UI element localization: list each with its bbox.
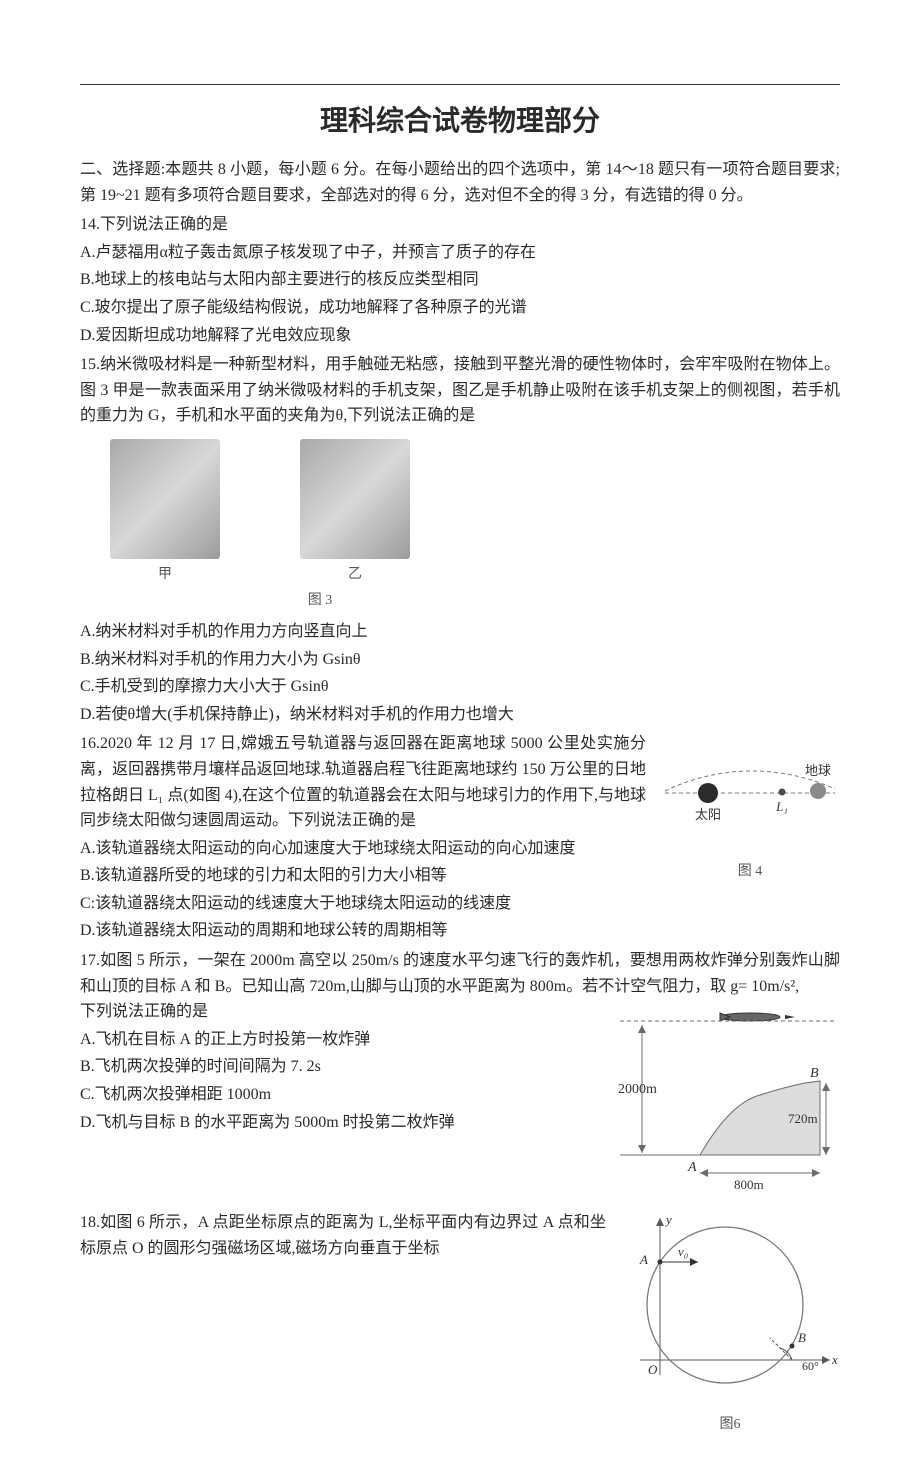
- q18-fig-caption: 图6: [620, 1413, 840, 1433]
- q15-stem: 15.纳米微吸材料是一种新型材料，用手触碰无粘感，接触到平整光滑的硬性物体时，会…: [80, 352, 840, 429]
- q14-opt-D: D.爱因斯坦成功地解释了光电效应现象: [80, 323, 840, 349]
- svg-text:O: O: [648, 1362, 658, 1377]
- q15-opt-C: C.手机受到的摩擦力大小大于 Gsinθ: [80, 674, 840, 700]
- height-label: 2000m: [618, 1082, 657, 1097]
- q14-opt-C: C.玻尔提出了原子能级结构假说，成功地解释了各种原子的光谱: [80, 295, 840, 321]
- svg-text:y: y: [664, 1212, 672, 1227]
- section-instructions: 二、选择题:本题共 8 小题，每小题 6 分。在每小题给出的四个选项中，第 14…: [80, 157, 840, 208]
- B-label: B: [810, 1066, 819, 1081]
- q15-fig-A-image: [110, 439, 220, 559]
- q14-opt-A: A.卢瑟福用α粒子轰击氮原子核发现了中子，并预言了质子的存在: [80, 240, 840, 266]
- q15-figure-row: 甲 乙: [110, 439, 840, 583]
- q15-fig-A-label: 甲: [110, 563, 220, 583]
- dist-label: 800m: [734, 1177, 764, 1192]
- field-diagram-svg: x y O A v₀ B 60°: [620, 1210, 840, 1400]
- bomber-diagram-svg: 2000m A B 720m 800m: [610, 1003, 840, 1193]
- A-label: A: [687, 1160, 697, 1175]
- svg-text:x: x: [831, 1352, 838, 1367]
- q15-fig-B-image: [300, 439, 410, 559]
- q15-fig-B-label: 乙: [300, 563, 410, 583]
- q17-figure: 2000m A B 720m 800m: [610, 1003, 840, 1198]
- q14-stem: 14.下列说法正确的是: [80, 212, 840, 238]
- q15-fig-caption: 图 3: [110, 589, 530, 609]
- q16-fig-caption: 图 4: [660, 860, 840, 880]
- svg-text:v₀: v₀: [678, 1244, 688, 1259]
- q17-stem: 17.如图 5 所示，一架在 2000m 高空以 250m/s 的速度水平匀速飞…: [80, 948, 840, 999]
- svg-text:60°: 60°: [802, 1359, 819, 1373]
- top-rule: [80, 84, 840, 85]
- q16-figure: 太阳 地球 L₁ 图 4: [660, 731, 840, 880]
- q15-opt-A: A.纳米材料对手机的作用力方向竖直向上: [80, 619, 840, 645]
- svg-text:B: B: [798, 1330, 806, 1345]
- svg-text:A: A: [639, 1252, 648, 1267]
- hill-height-label: 720m: [788, 1111, 818, 1126]
- q18-figure: x y O A v₀ B 60° 图6: [620, 1210, 840, 1433]
- q16-opt-C: C:该轨道器绕太阳运动的线速度大于地球绕太阳运动的线速度: [80, 891, 840, 917]
- q16-opt-D: D.该轨道器绕太阳运动的周期和地球公转的周期相等: [80, 918, 840, 944]
- paper-title: 理科综合试卷物理部分: [80, 99, 840, 139]
- q15-opt-B: B.纳米材料对手机的作用力大小为 Gsinθ: [80, 647, 840, 673]
- orbit-diagram-svg: 太阳 地球 L₁: [660, 731, 840, 851]
- q14-opt-B: B.地球上的核电站与太阳内部主要进行的核反应类型相同: [80, 267, 840, 293]
- L1-label: L₁: [775, 799, 788, 814]
- earth-label: 地球: [805, 763, 831, 778]
- q15-opt-D: D.若使θ增大(手机保持静止)，纳米材料对手机的作用力也增大: [80, 702, 840, 728]
- sun-label: 太阳: [695, 807, 721, 822]
